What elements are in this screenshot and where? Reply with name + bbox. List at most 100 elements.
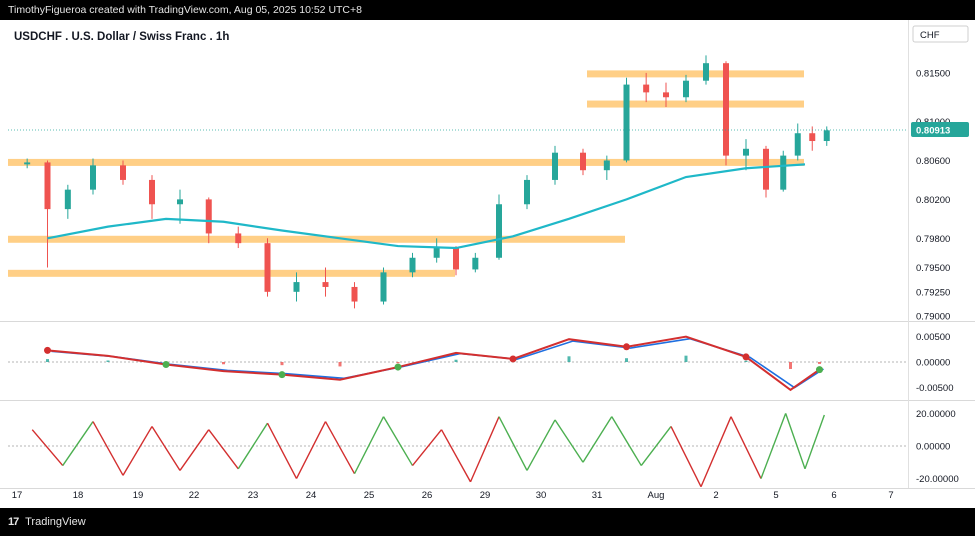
x-tick-label: 7: [888, 490, 893, 501]
candle-body: [264, 243, 271, 292]
osc2-line-segment: [469, 416, 500, 483]
candle-body: [823, 130, 830, 142]
x-tick-label: 17: [12, 490, 23, 501]
osc1-histogram-bar: [222, 362, 225, 365]
x-tick-label: 19: [133, 490, 144, 501]
osc1-cross-dot: [509, 355, 517, 363]
osc2-line-segment: [208, 429, 239, 470]
osc2-line-segment: [700, 416, 732, 488]
osc1-histogram-bar: [46, 359, 49, 362]
osc1-tick-label: 0.00500: [916, 332, 950, 343]
price-tick-label: 0.79800: [916, 234, 950, 245]
footer: 17 TradingView: [0, 508, 975, 536]
chart-background: [0, 20, 975, 508]
osc1-histogram-bar: [625, 358, 628, 362]
currency-box: [912, 25, 969, 43]
x-tick-label: 6: [831, 490, 836, 501]
candle-body: [235, 233, 242, 244]
osc2-tick-label: -20.00000: [916, 474, 959, 485]
osc2-line-segment: [640, 426, 672, 466]
osc1-histogram-bar: [818, 362, 821, 364]
candle-body: [524, 179, 530, 205]
osc1-cross-dot: [394, 363, 402, 371]
candle-body: [723, 63, 729, 156]
osc1-cross-dot: [278, 371, 286, 379]
osc1-histogram-bar: [338, 362, 342, 367]
osc2-line-segment: [498, 416, 528, 471]
osc1-cross-dot: [742, 353, 750, 361]
candle-body: [703, 63, 709, 81]
x-tick-label: 26: [422, 490, 433, 501]
price-tick-label: 0.81500: [916, 68, 950, 79]
candle-body: [552, 152, 558, 180]
support-resistance-zone: [8, 235, 625, 243]
x-tick-label: 5: [773, 490, 778, 501]
osc2-line-segment: [151, 426, 181, 471]
osc2-line-segment: [266, 422, 298, 479]
x-tick-label: 29: [480, 490, 491, 501]
candle-body: [322, 282, 329, 287]
price-tick-label: 0.80200: [916, 195, 950, 206]
x-tick-label: 23: [248, 490, 259, 501]
osc1-histogram-bar: [280, 362, 284, 366]
candle-body: [351, 286, 358, 302]
candlestick-chart[interactable]: USDCHF . U.S. Dollar / Swiss Franc . 1h C…: [0, 20, 975, 508]
candle-body: [64, 189, 71, 210]
candle-body: [780, 155, 787, 190]
osc1-cross-dot: [162, 361, 170, 369]
currency-label: CHF: [920, 30, 940, 41]
price-axis-panel: [908, 20, 975, 508]
last-price-label: 0.80913: [916, 126, 950, 137]
osc2-line-segment: [760, 413, 787, 479]
osc2-line-segment: [62, 421, 94, 466]
x-tick-label: 24: [306, 490, 317, 501]
candle-body: [809, 133, 816, 142]
price-tick-label: 0.79500: [916, 263, 950, 274]
osc1-histogram-bar: [454, 359, 458, 362]
candle-body: [149, 179, 155, 205]
candle-body: [683, 80, 689, 98]
candle-body: [24, 162, 31, 165]
candle-body: [293, 282, 300, 292]
osc2-line-segment: [31, 429, 64, 467]
candle-body: [433, 248, 440, 258]
candle-body: [409, 257, 416, 273]
osc1-histogram-bar: [567, 356, 571, 362]
candle-body: [453, 248, 459, 270]
candle-body: [763, 148, 769, 190]
candle-body: [205, 199, 212, 234]
osc2-line-segment: [611, 416, 642, 466]
x-tick-label: 18: [73, 490, 84, 501]
candle-body: [663, 92, 669, 98]
osc2-line-segment: [122, 426, 153, 476]
osc2-line-segment: [295, 421, 327, 479]
osc1-cross-dot: [44, 346, 51, 354]
osc2-line-segment: [554, 419, 584, 463]
x-tick-label: 2: [713, 490, 718, 501]
x-tick-label: 31: [592, 490, 603, 501]
osc1-macd-line: [47, 335, 821, 392]
osc1-cross-dot: [816, 366, 823, 374]
candle-body: [120, 165, 126, 180]
osc2-line-segment: [785, 413, 806, 470]
brand-label[interactable]: TradingView: [25, 516, 86, 528]
price-tick-label: 0.79000: [916, 312, 950, 323]
last-price-badge: [911, 122, 969, 138]
osc2-line-segment: [582, 416, 613, 463]
support-resistance-zone: [8, 269, 455, 277]
osc1-tick-label: -0.00500: [916, 383, 954, 394]
osc1-histogram-bar: [106, 360, 110, 362]
author-header: TimothyFigueroa created with TradingView…: [0, 0, 975, 20]
chart-title: USDCHF . U.S. Dollar / Swiss Franc . 1h: [14, 31, 229, 43]
candle-body: [44, 162, 51, 210]
osc2-line-segment: [324, 421, 356, 475]
price-tick-label: 0.79250: [916, 287, 950, 298]
osc1-tick-label: 0.00000: [916, 358, 950, 369]
support-resistance-zone: [587, 70, 804, 78]
price-tick-label: 0.80600: [916, 156, 950, 167]
osc2-line-segment: [670, 426, 702, 488]
osc2-line-segment: [382, 416, 414, 466]
candle-body: [580, 152, 586, 171]
candle-body: [743, 148, 749, 156]
